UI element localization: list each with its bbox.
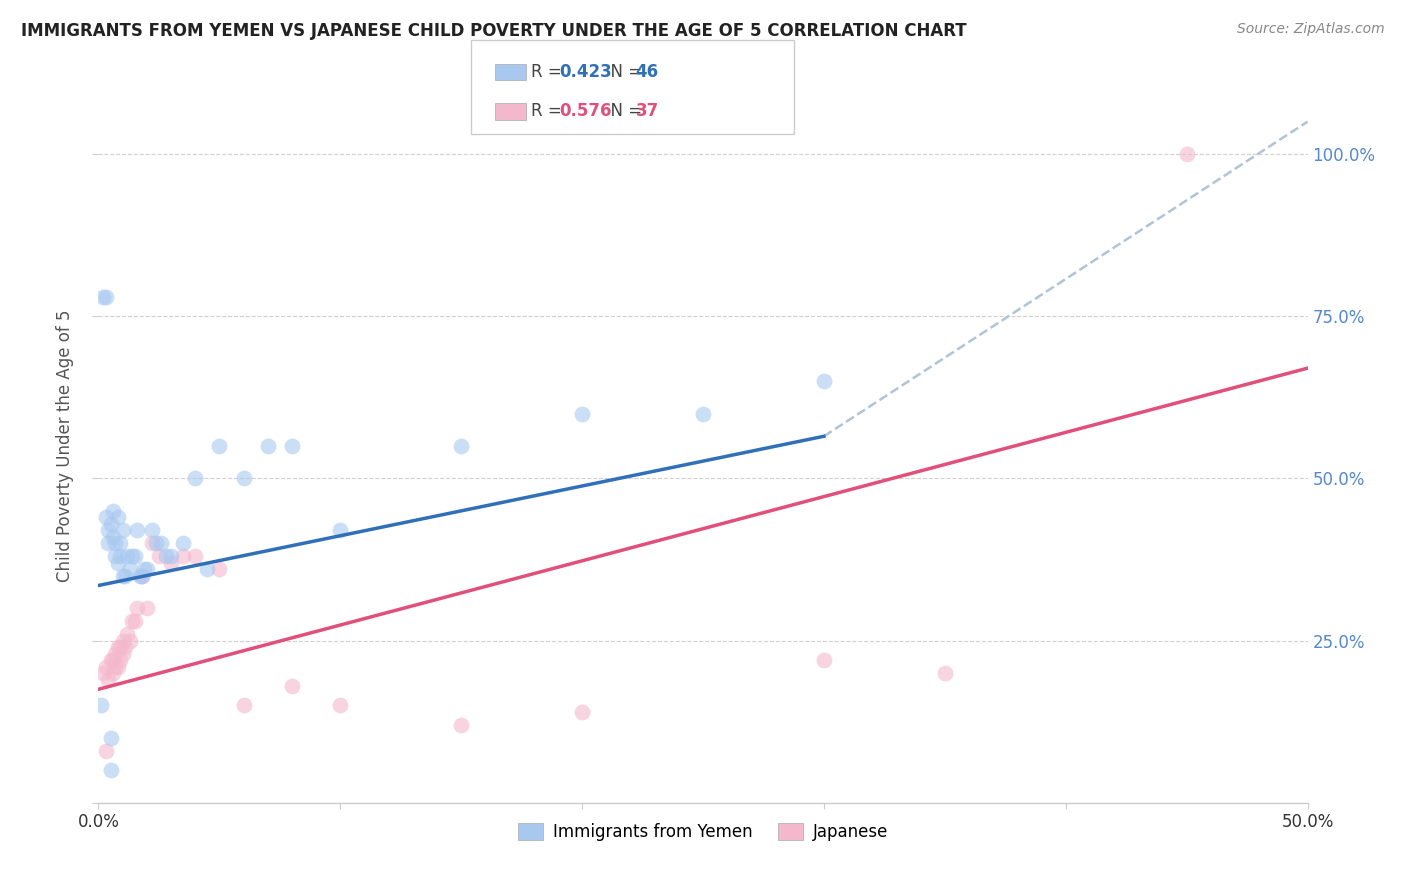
- Point: [172, 536, 194, 550]
- Point: [94, 290, 117, 304]
- Point: [104, 647, 127, 661]
- Point: [107, 659, 129, 673]
- Point: [450, 718, 472, 732]
- Point: [91, 290, 114, 304]
- Point: [571, 407, 593, 421]
- Point: [813, 653, 835, 667]
- Point: [571, 705, 593, 719]
- Point: [172, 549, 194, 564]
- Point: [141, 524, 163, 538]
- Point: [692, 407, 714, 421]
- Point: [124, 614, 146, 628]
- Point: [131, 568, 153, 582]
- Point: [813, 374, 835, 388]
- Y-axis label: Child Poverty Under the Age of 5: Child Poverty Under the Age of 5: [56, 310, 75, 582]
- Point: [111, 647, 134, 661]
- Point: [150, 536, 173, 550]
- Text: 46: 46: [636, 63, 658, 81]
- Point: [131, 568, 153, 582]
- Point: [97, 524, 120, 538]
- Point: [184, 549, 207, 564]
- Text: R =: R =: [531, 63, 568, 81]
- Point: [107, 640, 129, 654]
- Text: IMMIGRANTS FROM YEMEN VS JAPANESE CHILD POVERTY UNDER THE AGE OF 5 CORRELATION C: IMMIGRANTS FROM YEMEN VS JAPANESE CHILD …: [21, 22, 967, 40]
- Point: [121, 549, 143, 564]
- Point: [94, 744, 117, 758]
- Point: [135, 562, 157, 576]
- Point: [232, 698, 254, 713]
- Text: R =: R =: [531, 103, 568, 120]
- Point: [281, 439, 304, 453]
- Point: [100, 764, 122, 778]
- Point: [101, 504, 124, 518]
- Point: [107, 556, 129, 570]
- Text: 0.423: 0.423: [560, 63, 613, 81]
- Point: [184, 471, 207, 485]
- Point: [118, 633, 141, 648]
- Point: [281, 679, 304, 693]
- Text: Source: ZipAtlas.com: Source: ZipAtlas.com: [1237, 22, 1385, 37]
- Point: [108, 549, 131, 564]
- Point: [111, 524, 134, 538]
- Point: [94, 659, 117, 673]
- Point: [104, 536, 127, 550]
- Point: [135, 601, 157, 615]
- Point: [97, 536, 120, 550]
- Point: [155, 549, 177, 564]
- Point: [1175, 147, 1198, 161]
- Point: [118, 562, 141, 576]
- Point: [256, 439, 278, 453]
- Point: [128, 568, 150, 582]
- Point: [148, 549, 170, 564]
- Point: [104, 549, 127, 564]
- Point: [134, 562, 156, 576]
- Text: 37: 37: [636, 103, 659, 120]
- Point: [208, 562, 231, 576]
- Point: [450, 439, 472, 453]
- Point: [111, 568, 134, 582]
- Point: [108, 640, 131, 654]
- Point: [232, 471, 254, 485]
- Legend: Immigrants from Yemen, Japanese: Immigrants from Yemen, Japanese: [512, 816, 894, 848]
- Text: 0.576: 0.576: [560, 103, 612, 120]
- Point: [145, 536, 167, 550]
- Point: [90, 698, 112, 713]
- Point: [329, 698, 352, 713]
- Point: [121, 614, 143, 628]
- Point: [94, 510, 117, 524]
- Point: [101, 666, 124, 681]
- Point: [127, 524, 149, 538]
- Point: [100, 731, 122, 745]
- Point: [101, 530, 124, 544]
- Point: [329, 524, 352, 538]
- Text: N =: N =: [600, 63, 648, 81]
- Point: [117, 549, 139, 564]
- Point: [160, 549, 183, 564]
- Point: [100, 653, 122, 667]
- Point: [114, 568, 136, 582]
- Point: [114, 640, 136, 654]
- Point: [101, 653, 124, 667]
- Point: [100, 516, 122, 531]
- Text: N =: N =: [600, 103, 648, 120]
- Point: [934, 666, 956, 681]
- Point: [111, 633, 134, 648]
- Point: [107, 510, 129, 524]
- Point: [141, 536, 163, 550]
- Point: [160, 556, 183, 570]
- Point: [97, 673, 120, 687]
- Point: [127, 601, 149, 615]
- Point: [104, 659, 127, 673]
- Point: [91, 666, 114, 681]
- Point: [117, 627, 139, 641]
- Point: [208, 439, 231, 453]
- Point: [195, 562, 218, 576]
- Point: [124, 549, 146, 564]
- Point: [108, 653, 131, 667]
- Point: [108, 536, 131, 550]
